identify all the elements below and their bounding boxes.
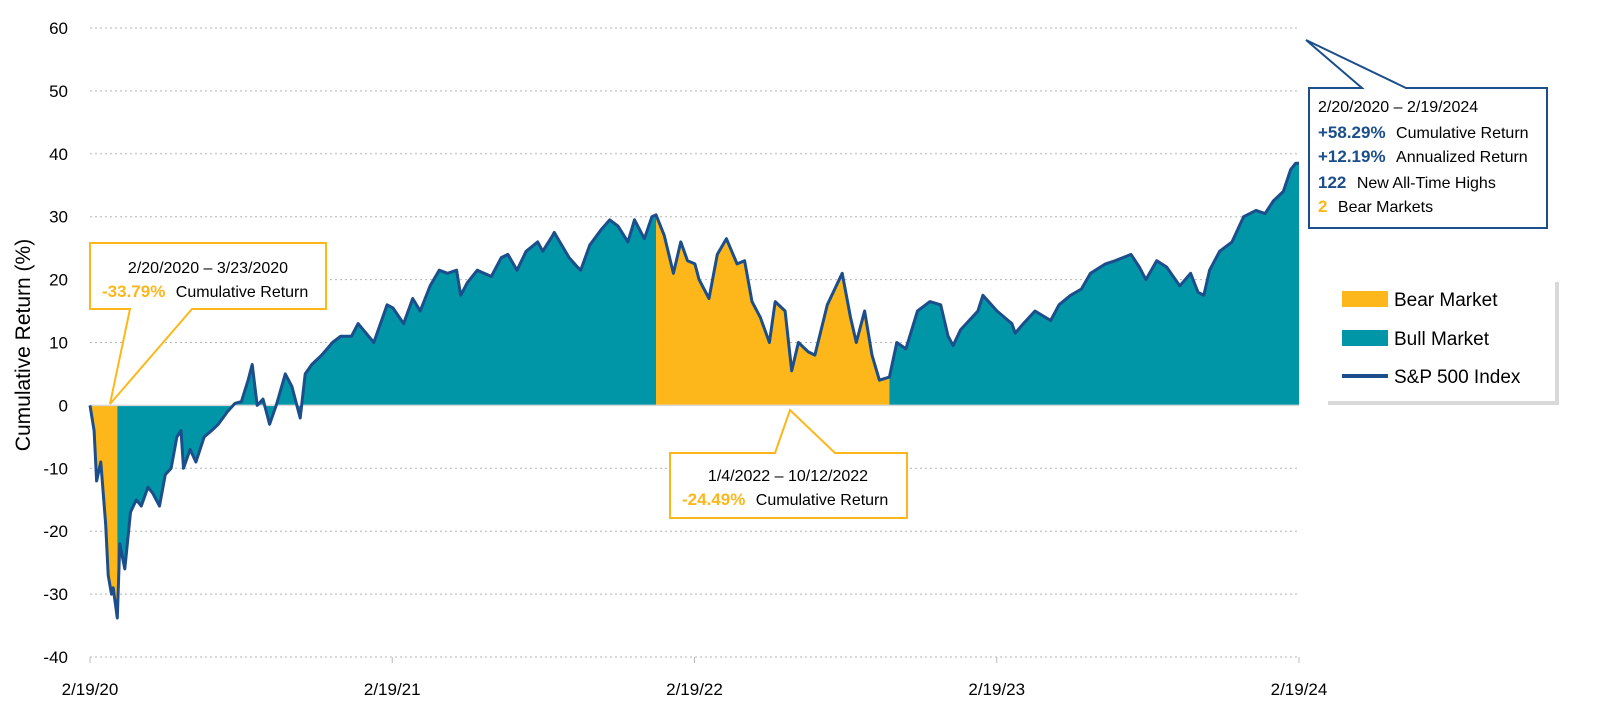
y-tick-label: 40	[49, 145, 68, 164]
annotation-line: -33.79% Cumulative Return	[102, 282, 308, 301]
annotation-label: Bear Markets	[1338, 199, 1433, 216]
y-tick-label: -30	[43, 585, 68, 604]
market-areas	[90, 163, 1299, 619]
legend-label-bear: Bear Market	[1394, 290, 1498, 311]
annotation-callout-box	[669, 408, 908, 519]
annotation-label: Cumulative Return	[1396, 125, 1529, 142]
y-axis-label: Cumulative Return (%)	[12, 239, 35, 451]
legend-label-index: S&P 500 Index	[1394, 367, 1521, 388]
annotation-line: 2 Bear Markets	[1318, 197, 1433, 216]
y-tick-label: 50	[49, 82, 68, 101]
sp500-index-line	[88, 161, 1299, 620]
y-tick-label: -40	[43, 648, 68, 667]
annotation-label: Cumulative Return	[756, 492, 889, 509]
legend: Bear Market Bull Market S&P 500 Index	[1324, 278, 1559, 405]
x-axis-ticks: 2/19/20 2/19/21 2/19/22 2/19/23 2/19/24	[62, 657, 1328, 699]
annotation-period: 2/20/2020 – 2/19/2024	[1318, 99, 1478, 116]
annotation-label: Annualized Return	[1396, 149, 1528, 166]
y-tick-label: 30	[49, 208, 68, 227]
y-tick-label: -20	[43, 522, 68, 541]
y-tick-label: 0	[59, 396, 68, 415]
annotation-line: +58.29% Cumulative Return	[1318, 123, 1529, 142]
y-tick-label: -10	[43, 459, 68, 478]
legend-swatch-bull	[1342, 330, 1388, 346]
annotation-2022-bear: 1/4/2022 – 10/12/2022 -24.49% Cumulative…	[669, 408, 908, 519]
x-tick-label: 2/19/23	[968, 680, 1025, 699]
annotation-label: New All-Time Highs	[1357, 175, 1496, 192]
legend-label-bull: Bull Market	[1394, 329, 1490, 350]
annotation-value: +12.19%	[1318, 147, 1386, 166]
bull-market-area	[889, 163, 1299, 406]
y-tick-label: 20	[49, 271, 68, 290]
annotation-line: +12.19% Annualized Return	[1318, 147, 1528, 166]
annotation-value: 122	[1318, 173, 1346, 192]
x-tick-label: 2/19/22	[666, 680, 723, 699]
y-axis-ticks: -40 -30 -20 -10 0 10 20 30 40 50 60	[43, 19, 68, 667]
annotation-line: 122 New All-Time Highs	[1318, 173, 1496, 192]
annotation-period: 2/20/2020 – 3/23/2020	[128, 260, 288, 277]
legend-swatch-bear	[1342, 291, 1388, 307]
y-tick-label: 10	[49, 334, 68, 353]
annotation-line: -24.49% Cumulative Return	[682, 490, 888, 509]
annotation-callout-box	[1305, 39, 1548, 229]
annotation-value: +58.29%	[1318, 123, 1386, 142]
annotation-value: -24.49%	[682, 490, 745, 509]
x-tick-label: 2/19/20	[62, 680, 119, 699]
annotation-value: -33.79%	[102, 282, 165, 301]
annotation-value: 2	[1318, 197, 1327, 216]
annotation-callout-box	[89, 242, 327, 405]
y-tick-label: 60	[49, 19, 68, 38]
bull-market-area	[117, 214, 657, 619]
x-tick-label: 2/19/24	[1271, 680, 1328, 699]
bear-market-area	[656, 214, 890, 406]
annotation-label: Cumulative Return	[176, 284, 309, 301]
annotation-period: 1/4/2022 – 10/12/2022	[708, 468, 868, 485]
annotation-covid-bear: 2/20/2020 – 3/23/2020 -33.79% Cumulative…	[89, 242, 327, 405]
annotation-full-period: 2/20/2020 – 2/19/2024 +58.29% Cumulative…	[1305, 39, 1548, 229]
x-tick-label: 2/19/21	[364, 680, 421, 699]
